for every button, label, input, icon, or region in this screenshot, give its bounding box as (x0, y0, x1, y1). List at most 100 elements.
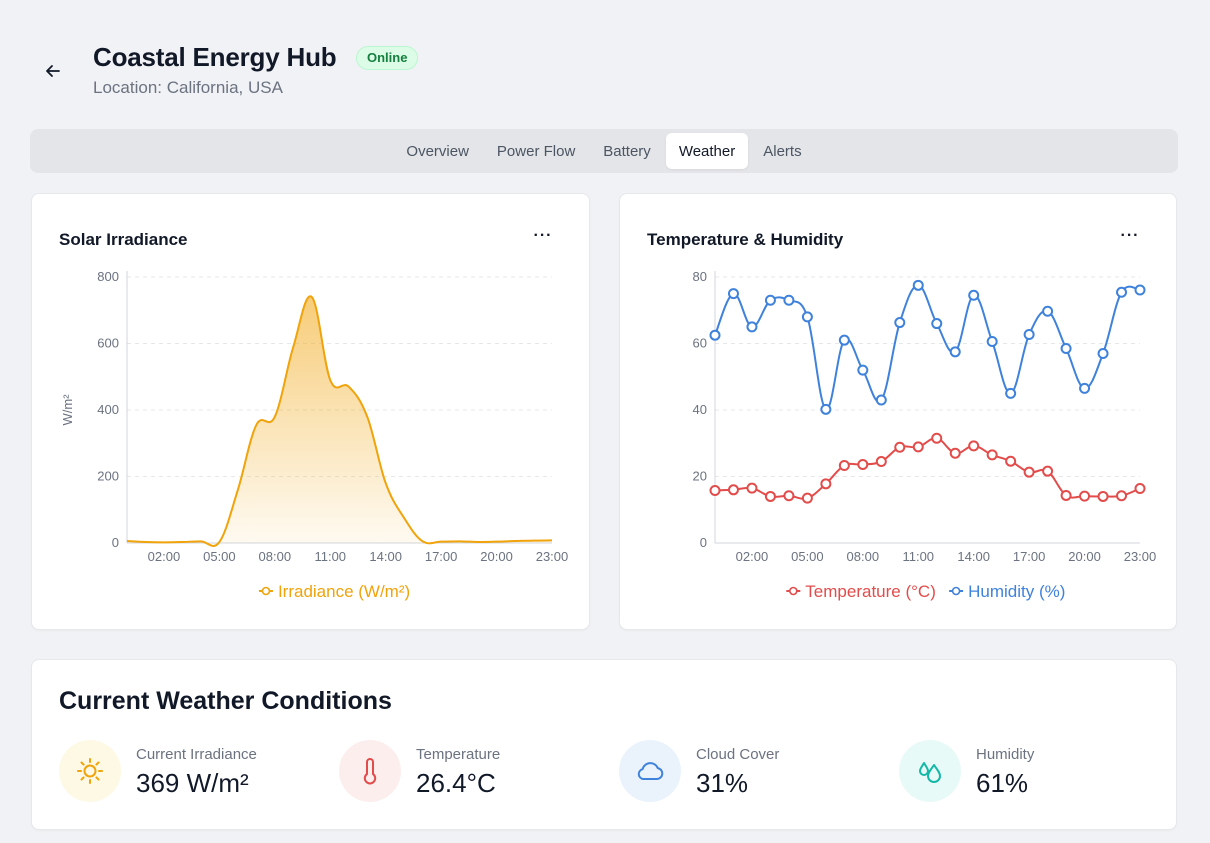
x-tick-label: 17:00 (425, 549, 458, 564)
x-tick-label: 02:00 (736, 549, 769, 564)
legend: Temperature (°C) Humidity (%) (786, 582, 1065, 601)
data-point (1060, 342, 1072, 354)
data-point (1116, 286, 1128, 298)
droplets-icon (899, 740, 961, 802)
data-point (1134, 482, 1146, 494)
temperature-humidity-card: Temperature & Humidity ··· 0 20 40 60 80 02:0… (619, 193, 1177, 630)
data-point (912, 279, 924, 291)
y-tick-label: 0 (700, 535, 707, 550)
data-point (820, 403, 832, 415)
data-point (894, 317, 906, 329)
series-line (714, 284, 1141, 411)
current-weather-title: Current Weather Conditions (59, 687, 392, 715)
y-tick-label: 800 (97, 269, 119, 284)
series-line (714, 437, 1141, 500)
data-point (1042, 305, 1054, 317)
x-tick-label: 05:00 (203, 549, 236, 564)
solar-irradiance-card: Solar Irradiance ··· 0 200 400 600 800 02:00 0… (31, 193, 590, 630)
x-tick-label: 14:00 (957, 549, 990, 564)
tab-weather[interactable]: Weather (665, 133, 749, 169)
x-tick-label: 17:00 (1013, 549, 1046, 564)
data-point (875, 394, 887, 406)
metric-irradiance: Current Irradiance 369 W/m² (59, 740, 319, 806)
data-point (875, 456, 887, 468)
metric-cloud-cover: Cloud Cover 31% (619, 740, 879, 806)
x-tick-label: 23:00 (1124, 549, 1157, 564)
temperature-humidity-title: Temperature & Humidity (647, 230, 844, 249)
metric-value: 369 W/m² (136, 768, 249, 798)
legend-label: Humidity (%) (968, 582, 1065, 601)
back-button[interactable] (38, 56, 68, 86)
y-tick-label: 200 (97, 469, 119, 484)
area-fill (127, 296, 552, 546)
data-point (783, 490, 795, 502)
page-header: Coastal Energy Hub Online Location: Cali… (0, 0, 1210, 120)
status-badge: Online (356, 46, 419, 70)
data-point (1023, 466, 1035, 478)
metric-value: 61% (976, 768, 1029, 798)
y-tick-label: 40 (693, 402, 707, 417)
metric-label: Current Irradiance (136, 746, 257, 763)
x-tick-label: 11:00 (314, 549, 346, 564)
y-tick-label: 0 (112, 535, 119, 550)
solar-irradiance-title: Solar Irradiance (59, 230, 188, 249)
data-point (931, 318, 943, 330)
legend: Irradiance (W/m²) (258, 582, 410, 601)
data-point (912, 441, 924, 453)
y-tick-label: 600 (97, 336, 119, 351)
data-point (709, 484, 721, 496)
data-point (838, 334, 850, 346)
x-tick-label: 20:00 (1068, 549, 1101, 564)
data-point (838, 460, 850, 472)
thermometer-icon (339, 740, 401, 802)
data-point (857, 364, 869, 376)
x-tick-label: 23:00 (536, 549, 569, 564)
data-point (949, 346, 961, 358)
x-tick-label: 11:00 (902, 549, 934, 564)
location-text: Location: California, USA (93, 78, 283, 97)
tab-battery[interactable]: Battery (603, 142, 651, 160)
data-point (1060, 489, 1072, 501)
y-tick-label: 400 (97, 402, 119, 417)
metric-temperature: Temperature 26.4°C (339, 740, 599, 806)
x-tick-label: 20:00 (480, 549, 513, 564)
x-tick-label: 08:00 (259, 549, 292, 564)
more-options-button[interactable]: ··· (533, 227, 553, 244)
metric-humidity: Humidity 61% (899, 740, 1159, 806)
metric-label: Cloud Cover (696, 746, 780, 763)
more-options-button[interactable]: ··· (1120, 227, 1140, 244)
data-point (986, 336, 998, 348)
x-tick-label: 02:00 (148, 549, 181, 564)
data-point (1079, 490, 1091, 502)
data-point (1042, 465, 1054, 477)
data-point (949, 447, 961, 459)
data-point (1116, 490, 1128, 502)
metric-value: 31% (696, 768, 749, 798)
data-point (1005, 455, 1017, 467)
tab-bar: Overview Power Flow Battery Weather Aler… (30, 129, 1178, 173)
data-point (1079, 382, 1091, 394)
x-tick-label: 14:00 (369, 549, 402, 564)
x-tick-label: 05:00 (791, 549, 824, 564)
tab-overview[interactable]: Overview (406, 142, 469, 160)
data-point (986, 449, 998, 461)
data-point (764, 294, 776, 306)
legend-marker (789, 586, 798, 596)
metric-label: Humidity (976, 746, 1035, 763)
series-line (126, 295, 553, 547)
data-point (820, 478, 832, 490)
sun-icon (59, 740, 121, 802)
data-point (857, 459, 869, 471)
tab-power-flow[interactable]: Power Flow (496, 142, 576, 160)
solar-irradiance-chart: 0 200 400 600 800 02:00 05:00 08:00 11:00 14:00 17… (60, 269, 569, 601)
legend-marker (261, 586, 271, 596)
data-point (727, 484, 739, 496)
data-point (1005, 387, 1017, 399)
temperature-humidity-chart: 0 20 40 60 80 02:00 05:00 08:00 11:00 14:00 17:00 2… (693, 269, 1157, 601)
data-point (709, 329, 721, 341)
metric-value: 26.4°C (416, 768, 496, 798)
y-tick-label: 60 (693, 336, 707, 351)
x-tick-label: 08:00 (847, 549, 880, 564)
tab-alerts[interactable]: Alerts (763, 142, 802, 160)
data-point (968, 289, 980, 301)
